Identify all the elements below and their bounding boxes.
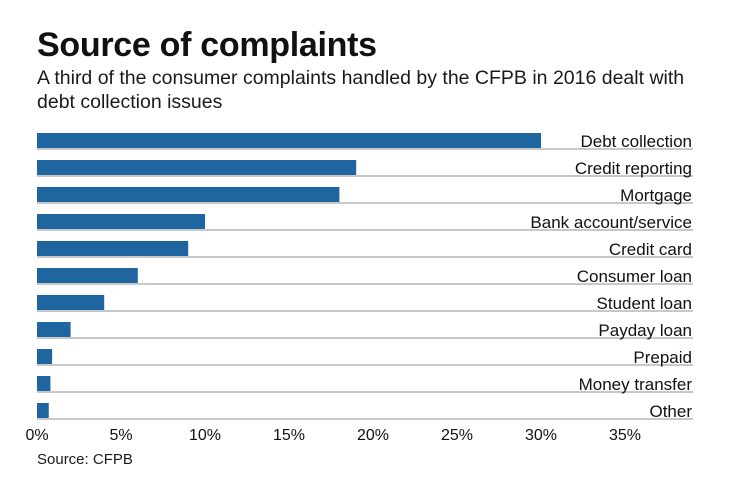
bar [37,187,340,202]
bar-row: Student loan [37,294,693,313]
bar [37,295,105,310]
category-label: Credit reporting [575,159,692,178]
chart-title: Source of complaints [37,26,377,64]
x-tick-label: 20% [357,427,389,444]
bar-row: Money transfer [37,375,693,394]
x-tick-label: 0% [25,427,48,444]
category-label: Money transfer [579,375,693,394]
bar-row: Bank account/service [37,213,693,232]
bar [37,268,138,283]
bar-row: Debt collection [37,132,693,151]
category-label: Debt collection [580,132,692,151]
bar-row: Consumer loan [37,267,693,286]
x-tick-label: 10% [189,427,221,444]
category-label: Payday loan [598,321,692,340]
x-tick-label: 35% [609,427,641,444]
bar [37,160,357,175]
bar-rows: Debt collection Credit reporting Mortgage B… [37,132,693,421]
category-label: Mortgage [620,186,692,205]
bar-row: Mortgage [37,186,693,205]
bar [37,133,541,148]
bar [37,214,205,229]
bar-row: Prepaid [37,348,693,367]
category-label: Student loan [597,294,692,313]
bar-row: Credit card [37,240,693,259]
chart-subtitle: A third of the consumer complaints handl… [37,67,685,113]
bar-row: Credit reporting [37,159,693,178]
category-label: Consumer loan [577,267,692,286]
bar-row: Other [37,402,693,421]
bar [37,322,71,337]
bar [37,403,49,418]
category-label: Prepaid [633,348,692,367]
bar-row: Payday loan [37,321,693,340]
bar [37,376,51,391]
category-label: Credit card [609,240,692,259]
source-note: Source: CFPB [37,451,133,468]
x-tick-label: 25% [441,427,473,444]
x-tick-label: 5% [109,427,132,444]
bar [37,349,53,364]
x-tick-label: 15% [273,427,305,444]
bar [37,241,189,256]
category-label: Other [649,402,692,421]
x-tick-label: 30% [525,427,557,444]
category-label: Bank account/service [530,213,692,232]
x-axis-ticks: 0% 5% 10% 15% 20% 25% 30% 35% [25,427,641,444]
